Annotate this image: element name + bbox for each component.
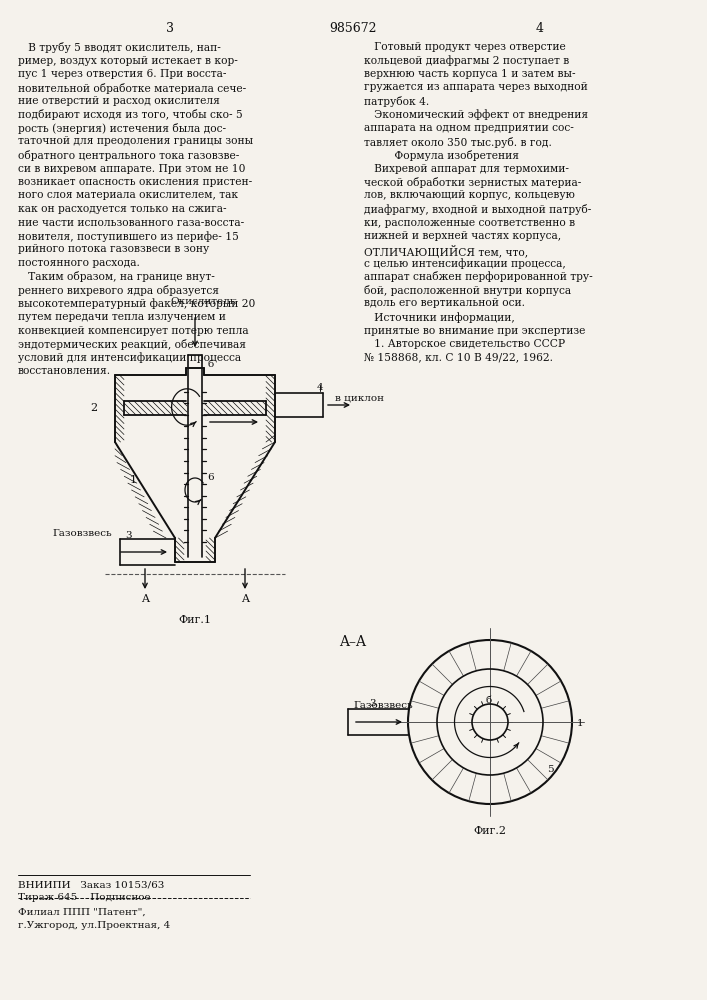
- Text: обратного центрального тока газовзве-: обратного центрального тока газовзве-: [18, 150, 240, 161]
- Text: б: б: [485, 696, 491, 705]
- Text: 4: 4: [536, 22, 544, 35]
- Text: путем передачи тепла излучением и: путем передачи тепла излучением и: [18, 312, 226, 322]
- Text: верхнюю часть корпуса 1 и затем вы-: верхнюю часть корпуса 1 и затем вы-: [364, 69, 575, 79]
- Text: новительной обработке материала сече-: новительной обработке материала сече-: [18, 83, 246, 94]
- Text: Фиг.2: Фиг.2: [474, 826, 506, 836]
- Text: Фиг.1: Фиг.1: [178, 615, 211, 625]
- Text: таточной для преодоления границы зоны: таточной для преодоления границы зоны: [18, 136, 253, 146]
- Text: 3: 3: [125, 531, 132, 540]
- Text: Источники информации,: Источники информации,: [364, 312, 515, 323]
- Text: Экономический эффект от внедрения: Экономический эффект от внедрения: [364, 109, 588, 120]
- Text: как он расходуется только на сжига-: как он расходуется только на сжига-: [18, 204, 227, 214]
- Text: с целью интенсификации процесса,: с целью интенсификации процесса,: [364, 258, 566, 269]
- Text: кольцевой диафрагмы 2 поступает в: кольцевой диафрагмы 2 поступает в: [364, 55, 569, 66]
- Text: конвекцией компенсирует потерю тепла: конвекцией компенсирует потерю тепла: [18, 326, 249, 336]
- Text: В трубу 5 вводят окислитель, нап-: В трубу 5 вводят окислитель, нап-: [18, 42, 221, 53]
- Text: A–A: A–A: [339, 635, 366, 649]
- Text: Филиал ППП "Патент",: Филиал ППП "Патент",: [18, 908, 146, 917]
- Text: патрубок 4.: патрубок 4.: [364, 96, 429, 107]
- Text: ки, расположенные соответственно в: ки, расположенные соответственно в: [364, 218, 575, 228]
- Text: рийного потока газовзвеси в зону: рийного потока газовзвеси в зону: [18, 244, 209, 254]
- Text: бой, расположенной внутри корпуса: бой, расположенной внутри корпуса: [364, 285, 571, 296]
- Text: Тираж 645    Подписное: Тираж 645 Подписное: [18, 893, 151, 902]
- Text: новителя, поступившего из перифе- 15: новителя, поступившего из перифе- 15: [18, 231, 239, 242]
- Text: Газовзвесь: Газовзвесь: [52, 529, 112, 538]
- Text: б: б: [207, 360, 214, 369]
- Text: си в вихревом аппарате. При этом не 10: си в вихревом аппарате. При этом не 10: [18, 163, 245, 174]
- Text: Таким образом, на границе внут-: Таким образом, на границе внут-: [18, 271, 215, 282]
- Text: в циклон: в циклон: [335, 393, 384, 402]
- Text: Газовзвесь: Газовзвесь: [353, 701, 413, 710]
- Text: г.Ужгород, ул.Проектная, 4: г.Ужгород, ул.Проектная, 4: [18, 921, 170, 930]
- Text: реннего вихревого ядра образуется: реннего вихревого ядра образуется: [18, 285, 219, 296]
- Text: принятые во внимание при экспертизе: принятые во внимание при экспертизе: [364, 326, 585, 336]
- Text: восстановления.: восстановления.: [18, 366, 111, 376]
- Text: возникает опасность окисления пристен-: возникает опасность окисления пристен-: [18, 177, 252, 187]
- Text: ние отверстий и расход окислителя: ние отверстий и расход окислителя: [18, 96, 220, 106]
- Text: вдоль его вертикальной оси.: вдоль его вертикальной оси.: [364, 298, 525, 308]
- Text: 3: 3: [166, 22, 174, 35]
- Text: рость (энергия) истечения была дос-: рость (энергия) истечения была дос-: [18, 123, 226, 134]
- Text: ного слоя материала окислителем, так: ного слоя материала окислителем, так: [18, 190, 238, 200]
- Text: 985672: 985672: [329, 22, 377, 35]
- Text: диафрагму, входной и выходной патруб-: диафрагму, входной и выходной патруб-: [364, 204, 591, 215]
- Text: 1: 1: [130, 475, 137, 485]
- Text: аппарат снабжен перфорированной тру-: аппарат снабжен перфорированной тру-: [364, 271, 592, 282]
- Text: аппарата на одном предприятии сос-: аппарата на одном предприятии сос-: [364, 123, 574, 133]
- Text: гружается из аппарата через выходной: гружается из аппарата через выходной: [364, 83, 588, 93]
- Text: A: A: [141, 594, 149, 604]
- Text: № 158868, кл. С 10 В 49/22, 1962.: № 158868, кл. С 10 В 49/22, 1962.: [364, 353, 553, 362]
- Text: Вихревой аппарат для термохими-: Вихревой аппарат для термохими-: [364, 163, 569, 174]
- Text: Окислитель: Окислитель: [170, 297, 235, 306]
- Text: ческой обработки зернистых материа-: ческой обработки зернистых материа-: [364, 177, 581, 188]
- Text: ОТЛИЧАЮЩИЙСЯ тем, что,: ОТЛИЧАЮЩИЙСЯ тем, что,: [364, 244, 528, 257]
- Text: эндотермических реакций, обеспечивая: эндотермических реакций, обеспечивая: [18, 339, 246, 350]
- Text: ВНИИПИ   Заказ 10153/63: ВНИИПИ Заказ 10153/63: [18, 880, 164, 889]
- Text: тавляет около 350 тыс.руб. в год.: тавляет около 350 тыс.руб. в год.: [364, 136, 552, 147]
- Text: 6: 6: [207, 473, 214, 482]
- Text: Формула изобретения: Формула изобретения: [364, 150, 519, 161]
- Text: нижней и верхней частях корпуса,: нижней и верхней частях корпуса,: [364, 231, 561, 241]
- Text: 5: 5: [547, 765, 554, 774]
- Text: 2: 2: [90, 403, 97, 413]
- Text: 1: 1: [577, 719, 583, 728]
- Text: пус 1 через отверстия 6. При восста-: пус 1 через отверстия 6. При восста-: [18, 69, 226, 79]
- Text: ние части использованного газа-восста-: ние части использованного газа-восста-: [18, 218, 244, 228]
- Text: 4: 4: [317, 383, 323, 392]
- Text: высокотемпературный факел, который 20: высокотемпературный факел, который 20: [18, 298, 255, 309]
- Text: условий для интенсификации процесса: условий для интенсификации процесса: [18, 353, 241, 363]
- Text: 3: 3: [370, 699, 376, 708]
- Text: A: A: [241, 594, 249, 604]
- Text: подбирают исходя из того, чтобы ско- 5: подбирают исходя из того, чтобы ско- 5: [18, 109, 243, 120]
- Text: ример, воздух который истекает в кор-: ример, воздух который истекает в кор-: [18, 55, 238, 66]
- Text: постоянного расхода.: постоянного расхода.: [18, 258, 140, 268]
- Text: Готовый продукт через отверстие: Готовый продукт через отверстие: [364, 42, 566, 52]
- Text: 1. Авторское свидетельство СССР: 1. Авторское свидетельство СССР: [364, 339, 565, 349]
- Text: лов, включающий корпус, кольцевую: лов, включающий корпус, кольцевую: [364, 190, 575, 200]
